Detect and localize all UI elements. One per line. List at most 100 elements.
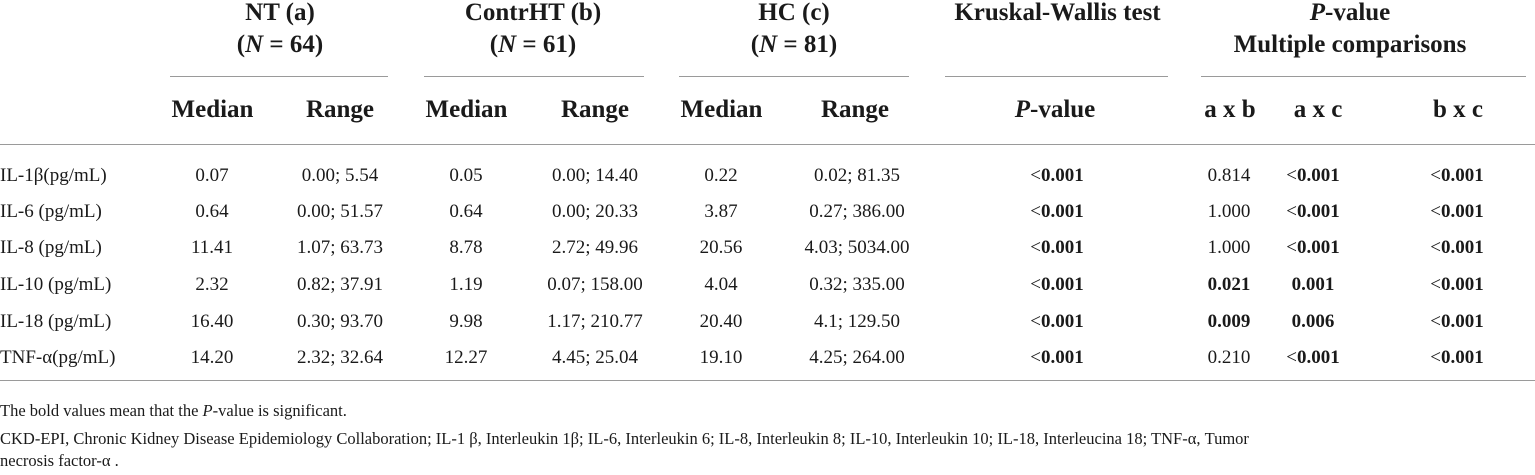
cell-hc-median: 20.40 (699, 311, 743, 332)
cell-ct-median: 12.27 (444, 347, 488, 368)
pvalue-number: 0.001 (1296, 201, 1340, 222)
row-label: IL-8 (pg/mL) (0, 237, 102, 258)
cell-nt-median: 11.41 (190, 237, 234, 258)
cell-nt-range: 2.32; 32.64 (296, 347, 384, 368)
pvalue-number: 0.001 (1040, 201, 1084, 222)
cell-pvalue-kw: <0.001 (997, 347, 1117, 369)
cell-ct-median: 1.19 (449, 274, 483, 295)
cell-hc-range: 0.27; 386.00 (809, 201, 905, 222)
rule-header-bottom (0, 144, 1535, 145)
pvalue-prefix: < (1030, 311, 1041, 332)
cell-nt-median: 2.32 (195, 274, 229, 295)
cell-pvalue-axc: <0.001 (1253, 165, 1373, 187)
cell-pvalue-axb: 0.210 (1169, 347, 1289, 369)
footnote-abbreviations-2: necrosis factor-α . (0, 451, 119, 470)
header-pvalue-multiple: P-value Multiple comparisons (1175, 0, 1525, 61)
pvalue-number: 0.001 (1296, 347, 1340, 368)
header-hc-n: (N = 81) (750, 31, 838, 58)
pvalue-prefix: < (1286, 201, 1297, 222)
pvalue-number: 1.000 (1207, 237, 1251, 258)
cell-hc-range: 4.03; 5034.00 (804, 237, 910, 258)
pvalue-prefix: < (1430, 201, 1441, 222)
cell-pvalue-bxc: <0.001 (1397, 274, 1517, 296)
cell-pvalue-axc: <0.001 (1253, 347, 1373, 369)
pvalue-prefix: < (1430, 347, 1441, 368)
cell-nt-median: 16.40 (190, 311, 234, 332)
cell-pvalue-axb: 0.814 (1169, 165, 1289, 187)
pvalue-number: 0.006 (1291, 311, 1335, 332)
subheader-contrht-range: Range (560, 96, 630, 123)
header-contrht: ContrHT (b) (N = 61) (423, 0, 643, 61)
cell-ct-range: 0.07; 158.00 (547, 274, 643, 295)
pvalue-prefix: < (1430, 165, 1441, 186)
rule-kw (945, 76, 1168, 77)
cell-ct-median: 0.05 (449, 165, 483, 186)
cell-nt-median: 14.20 (190, 347, 234, 368)
pvalue-prefix: < (1030, 347, 1041, 368)
cell-pvalue-axb: 1.000 (1169, 201, 1289, 223)
pvalue-prefix: < (1030, 165, 1041, 186)
subheader-hc-median: Median (680, 96, 763, 123)
pvalue-prefix: < (1030, 201, 1041, 222)
pvalue-number: 1.000 (1207, 201, 1251, 222)
cell-ct-range: 2.72; 49.96 (551, 237, 639, 258)
cell-pvalue-axc: <0.001 (1253, 201, 1373, 223)
pvalue-number: 0.001 (1291, 274, 1335, 295)
row-label: IL-1β(pg/mL) (0, 165, 107, 186)
cell-ct-range: 1.17; 210.77 (547, 311, 643, 332)
cell-nt-median: 0.07 (195, 165, 229, 186)
cell-pvalue-axc: 0.006 (1253, 311, 1373, 333)
cell-pvalue-bxc: <0.001 (1397, 347, 1517, 369)
header-pv-subtitle: Multiple comparisons (1233, 31, 1467, 58)
header-pv-title: P-value (1309, 0, 1391, 26)
pvalue-number: 0.009 (1207, 311, 1251, 332)
cell-pvalue-bxc: <0.001 (1397, 311, 1517, 333)
header-kruskal-wallis: Kruskal-Wallis test (930, 0, 1185, 29)
header-nt-title: NT (a) (245, 0, 315, 26)
cell-pvalue-axb: 0.009 (1169, 311, 1289, 333)
cell-hc-range: 0.02; 81.35 (813, 165, 901, 186)
subheader-bxc: b x c (1433, 96, 1483, 123)
pvalue-number: 0.001 (1040, 274, 1084, 295)
footnote-abbreviations-1: CKD-EPI, Chronic Kidney Disease Epidemio… (0, 429, 1249, 448)
pvalue-prefix: < (1286, 237, 1297, 258)
pvalue-number: 0.210 (1207, 347, 1251, 368)
cell-hc-median: 20.56 (699, 237, 743, 258)
header-contrht-n: (N = 61) (489, 31, 577, 58)
cell-ct-range: 0.00; 14.40 (551, 165, 639, 186)
pvalue-prefix: < (1030, 237, 1041, 258)
row-label: TNF-α(pg/mL) (0, 347, 116, 368)
rule-pv (1201, 76, 1526, 77)
subheader-nt-range: Range (305, 96, 375, 123)
cell-ct-range: 4.45; 25.04 (551, 347, 639, 368)
cell-ct-median: 0.64 (449, 201, 483, 222)
footnote-bold-meaning: The bold values mean that the P-value is… (0, 401, 347, 420)
rule-hc (679, 76, 909, 77)
cell-pvalue-axc: 0.001 (1253, 274, 1373, 296)
cell-pvalue-bxc: <0.001 (1397, 201, 1517, 223)
pvalue-prefix: < (1430, 311, 1441, 332)
pvalue-prefix: < (1286, 165, 1297, 186)
cell-pvalue-axb: 1.000 (1169, 237, 1289, 259)
subheader-axc: a x c (1293, 96, 1343, 123)
pvalue-number: 0.001 (1040, 165, 1084, 186)
cell-pvalue-axc: <0.001 (1253, 237, 1373, 259)
pvalue-number: 0.001 (1440, 237, 1484, 258)
pvalue-number: 0.001 (1440, 347, 1484, 368)
pvalue-number: 0.814 (1207, 165, 1251, 186)
pvalue-number: 0.001 (1440, 165, 1484, 186)
pvalue-number: 0.001 (1296, 165, 1340, 186)
subheader-nt-median: Median (171, 96, 254, 123)
cell-nt-range: 0.82; 37.91 (296, 274, 384, 295)
subheader-axb: a x b (1204, 96, 1256, 123)
rule-contrht (424, 76, 644, 77)
cell-pvalue-kw: <0.001 (997, 237, 1117, 259)
pvalue-number: 0.021 (1207, 274, 1251, 295)
header-nt: NT (a) (N = 64) (170, 0, 390, 61)
subheader-contrht-median: Median (425, 96, 508, 123)
cell-ct-median: 9.98 (449, 311, 483, 332)
cell-hc-range: 4.25; 264.00 (809, 347, 905, 368)
cell-pvalue-bxc: <0.001 (1397, 165, 1517, 187)
cell-nt-range: 0.30; 93.70 (296, 311, 384, 332)
cell-nt-range: 0.00; 51.57 (296, 201, 384, 222)
